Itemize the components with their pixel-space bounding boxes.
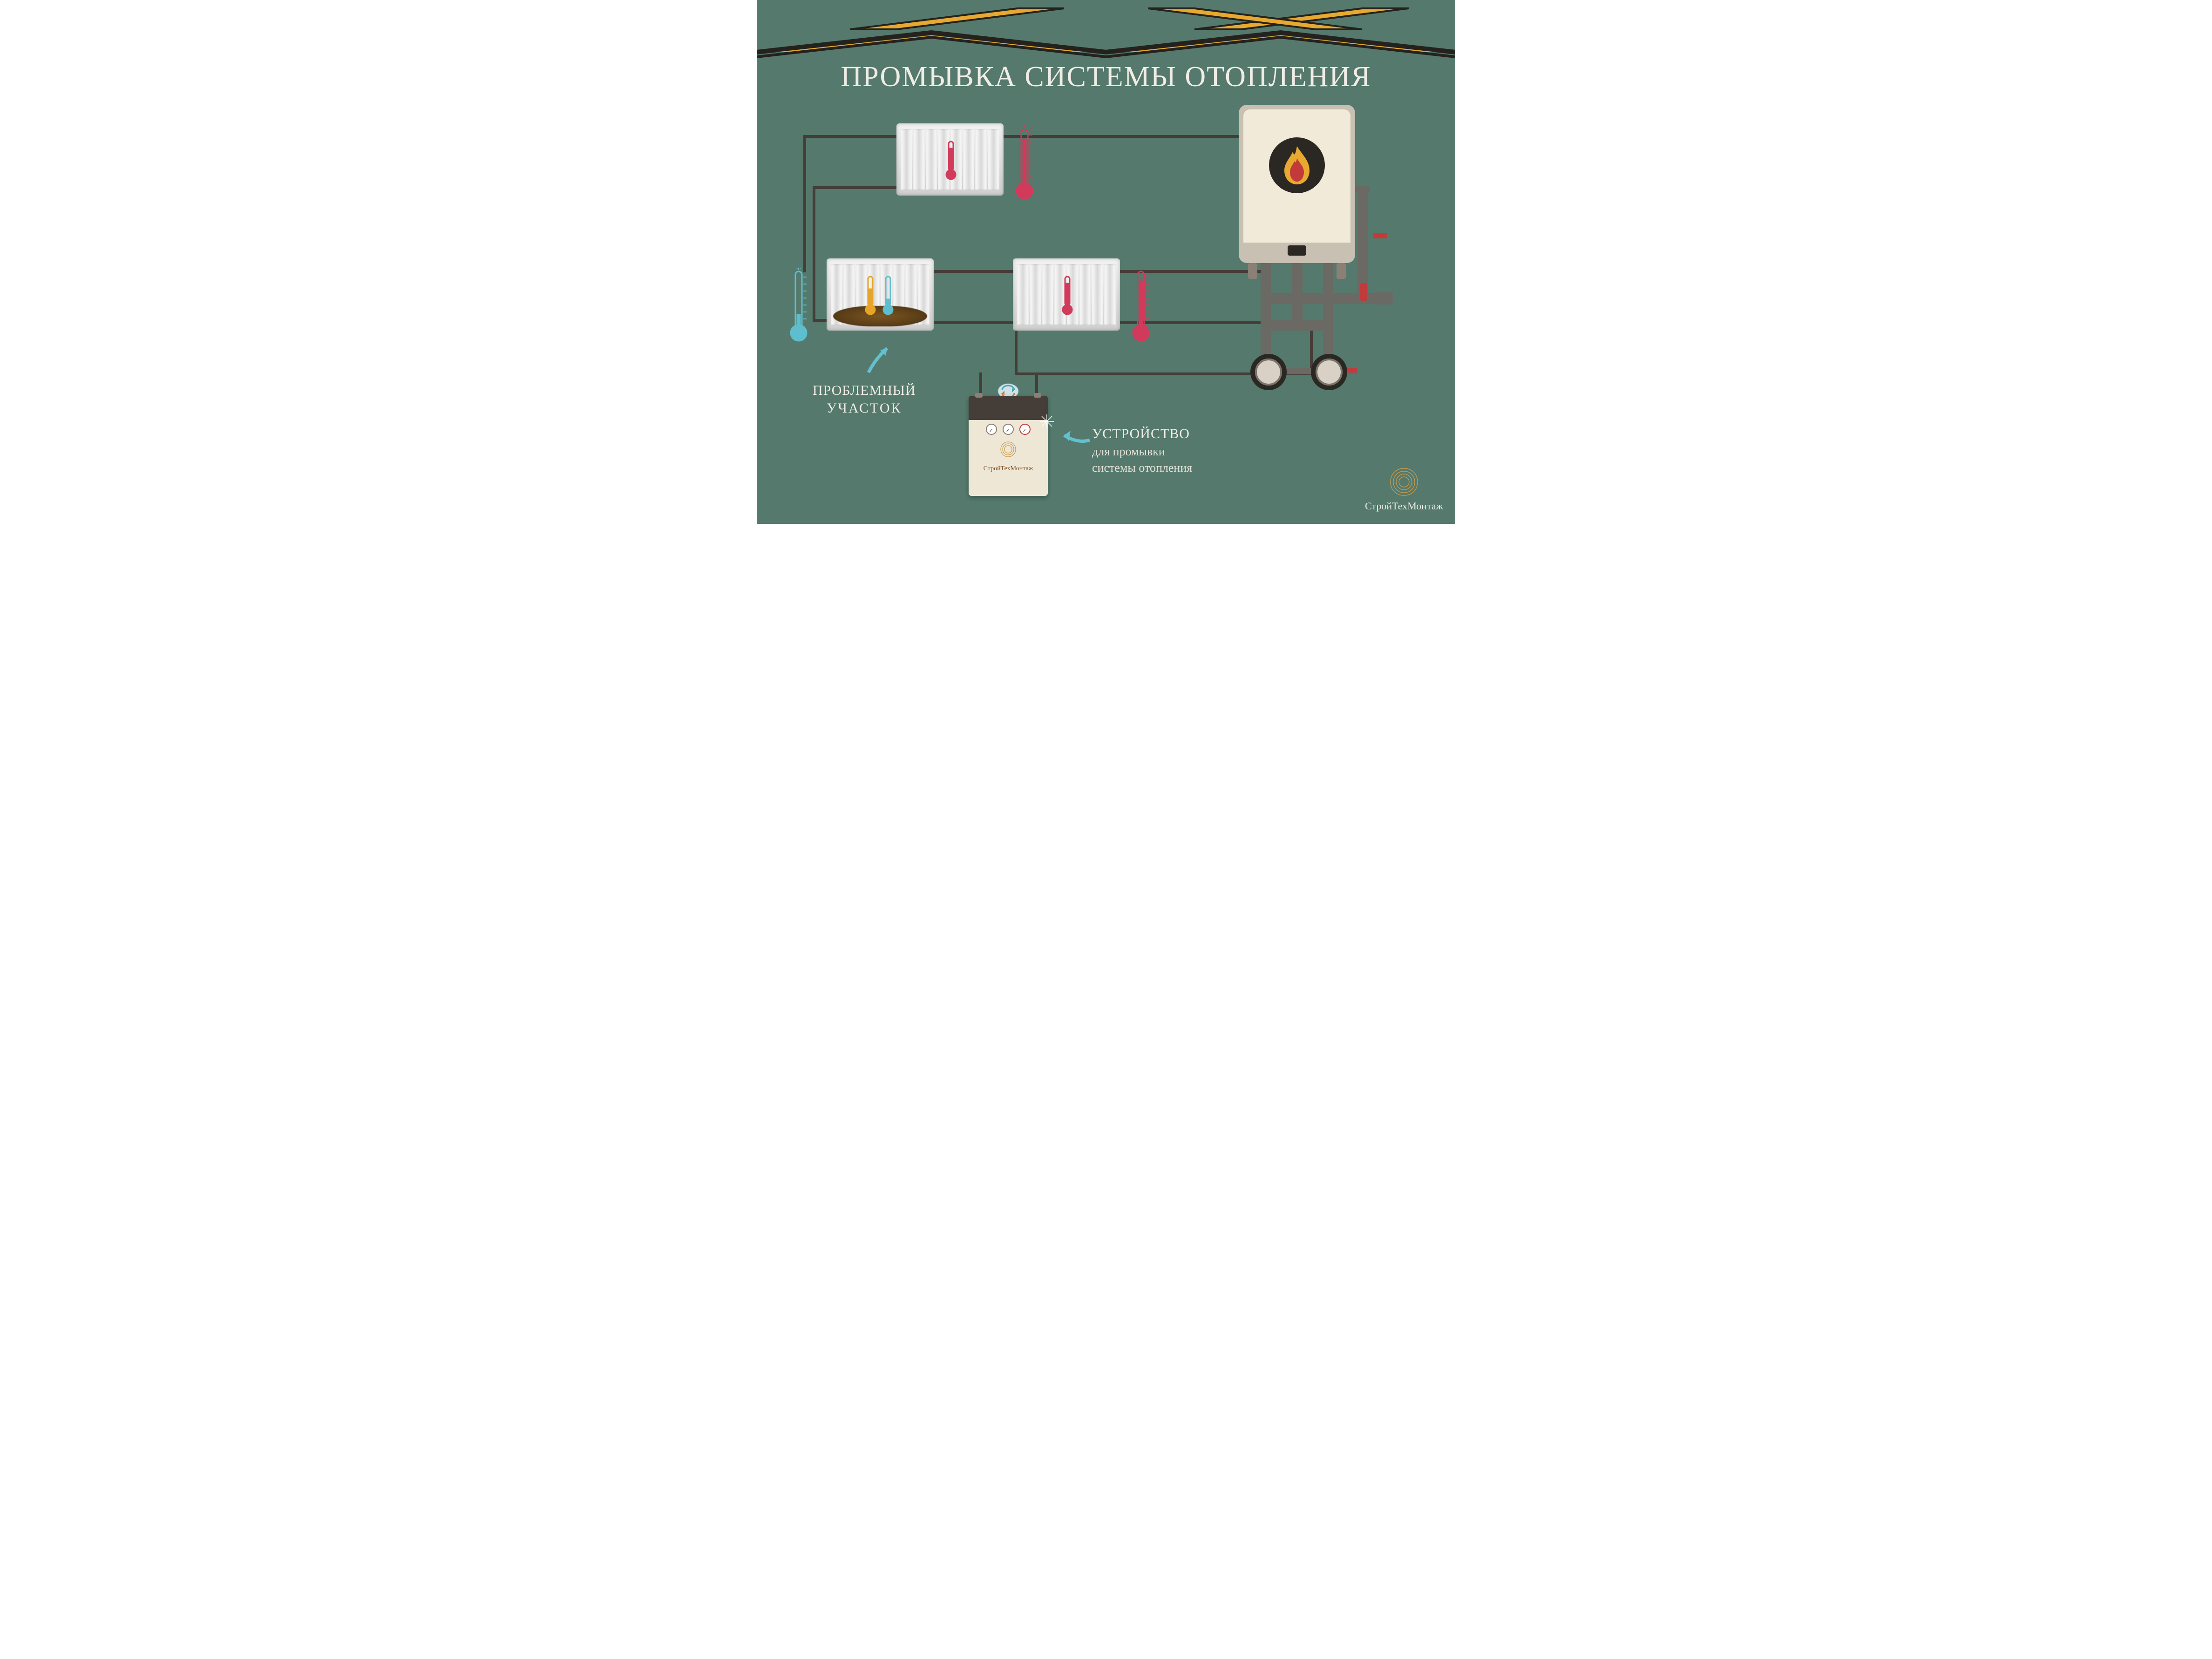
roof-band	[757, 29, 1455, 61]
gauge-icon	[1019, 424, 1031, 435]
boiler-pipe	[1371, 292, 1393, 305]
sparkle-icon	[1040, 414, 1054, 428]
thermometer-hot-icon	[1013, 126, 1036, 205]
valve-icon	[1360, 283, 1367, 301]
svg-text:✱: ✱	[796, 268, 801, 271]
flame-disc-icon	[1269, 137, 1325, 193]
thermometer-mini-hot-icon	[944, 140, 957, 182]
pipe	[813, 319, 827, 322]
flushing-device: СтройТехМонтаж	[969, 396, 1048, 496]
pump-wheel-icon	[1311, 354, 1347, 390]
brand-corner: СтройТехМонтаж	[1362, 466, 1446, 512]
label-device-sub2: системы отопления	[1092, 461, 1192, 475]
pipe	[813, 186, 896, 189]
boiler-foot	[1337, 263, 1346, 279]
gauge-row	[984, 424, 1032, 437]
sludge-icon	[833, 306, 927, 326]
pipe	[1004, 135, 1264, 138]
thermometer-hot2-icon	[1129, 268, 1153, 347]
boiler-foot	[1248, 263, 1257, 279]
label-device-sub1: для промывки	[1092, 445, 1165, 459]
arrow-problem-icon	[862, 340, 899, 377]
page-title: ПРОМЫВКА СИСТЕМЫ ОТОПЛЕНИЯ	[757, 61, 1455, 94]
pipe	[803, 135, 806, 272]
flusher-brand-label: СтройТехМонтаж	[984, 465, 1033, 473]
thermometer-mini-cold-icon	[882, 275, 895, 317]
boiler-pipe	[1261, 320, 1333, 331]
boiler-pipe	[1323, 263, 1333, 356]
boiler	[1239, 105, 1355, 263]
brand-label: СтройТехМонтаж	[1362, 500, 1446, 512]
boiler-pipe	[1261, 263, 1271, 356]
pump-wheel-icon	[1250, 354, 1287, 390]
thermometer-mini-hot2-icon	[1061, 275, 1074, 317]
thermometer-cold-icon: ✱	[787, 268, 810, 347]
gauge-icon	[1003, 424, 1014, 435]
valve-icon	[1373, 233, 1387, 238]
flame-icon	[1281, 145, 1313, 185]
arrow-device-icon	[1055, 421, 1092, 449]
pipe	[803, 135, 896, 138]
label-problem-area: ПРОБЛЕМНЫЙ УЧАСТОК	[813, 382, 916, 417]
boiler-pipe	[1355, 186, 1370, 193]
label-device-title: УСТРОЙСТВО	[1092, 426, 1190, 442]
radiator-left-problem	[827, 258, 934, 331]
brand-swirl-icon	[1388, 466, 1420, 498]
pipe	[934, 321, 1018, 324]
thermometer-mini-warm-icon	[864, 275, 877, 317]
gauge-icon	[986, 424, 997, 435]
brand-swirl-icon	[999, 440, 1018, 459]
pipe	[813, 186, 815, 319]
